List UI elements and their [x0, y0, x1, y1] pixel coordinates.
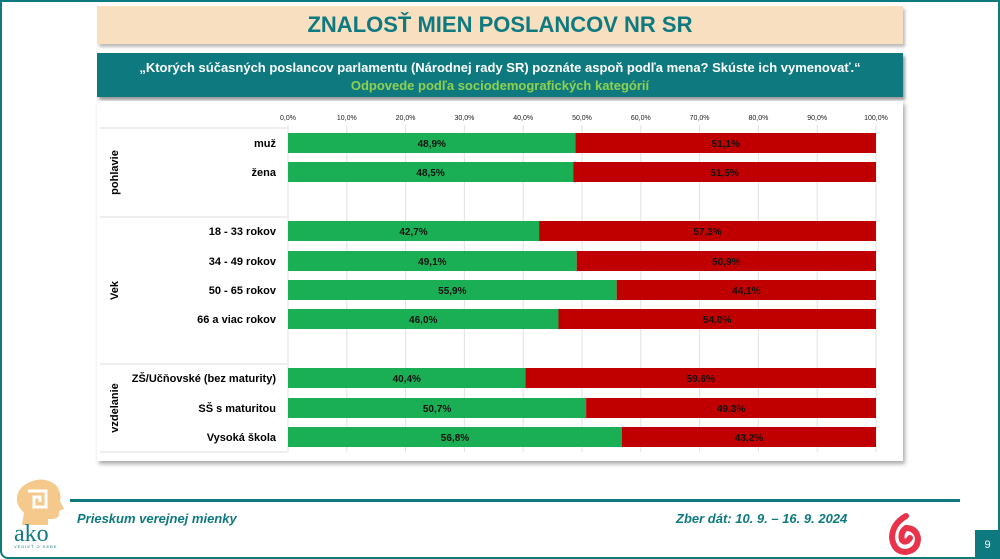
chart-panel: 0,0% 10,0% 20,0% 30,0% 40,0% 50,0% 60,0% 70,0% 8…	[97, 101, 903, 461]
data-label: 50,9%	[712, 257, 740, 268]
tick-label: 60,0%	[631, 115, 651, 122]
data-label: 50,7%	[423, 404, 451, 415]
question-banner: „Ktorých súčasných poslancov parlamentu …	[97, 53, 903, 97]
ako-logo: ako	[14, 479, 64, 545]
footer-survey: Prieskum verejnej mienky	[77, 511, 237, 526]
bar-segment	[288, 309, 559, 329]
data-label: 51,1%	[712, 139, 740, 150]
tick-label: 70,0%	[690, 115, 710, 122]
data-label: 54,0%	[703, 315, 731, 326]
data-label: 49,3%	[717, 404, 745, 415]
data-label: 48,9%	[418, 139, 446, 150]
bar-segment	[575, 133, 876, 153]
tick-label: 50,0%	[572, 115, 592, 122]
bar-segment	[288, 133, 576, 153]
bar-segment	[288, 251, 577, 271]
bar-segment	[558, 309, 876, 329]
data-label: 49,1%	[418, 257, 446, 268]
subtitle: Odpovede podľa sociodemografických kateg…	[350, 78, 650, 93]
bar-segment	[288, 221, 540, 241]
bar-segment	[288, 427, 622, 447]
tick-label: 10,0%	[337, 115, 357, 122]
bar-segment	[288, 162, 574, 182]
footer-dates: Zber dát: 10. 9. – 16. 9. 2024	[676, 511, 848, 526]
tick-label: 80,0%	[748, 115, 768, 122]
bar-segment	[616, 280, 876, 300]
logo-tagline: VEDIEŤ O SEBE	[14, 544, 58, 549]
bar-segment	[621, 427, 876, 447]
data-label: 48,5%	[416, 168, 444, 179]
svg-text:ako: ako	[14, 521, 49, 545]
category-label: 66 a viac rokov	[197, 314, 277, 326]
tick-label: 0,0%	[280, 115, 296, 122]
group-label: vzdelanie	[109, 383, 121, 433]
bar-segment	[288, 368, 526, 388]
category-label: 18 - 33 rokov	[209, 226, 277, 238]
page-number: 9	[975, 530, 1000, 559]
tick-label: 20,0%	[396, 115, 416, 122]
group-label: pohlavie	[109, 150, 121, 195]
bar-segment	[586, 398, 876, 418]
category-label: 50 - 65 rokov	[209, 285, 277, 297]
data-label: 59,6%	[687, 374, 715, 385]
stacked-bar-chart: 0,0% 10,0% 20,0% 30,0% 40,0% 50,0% 60,0% 70,0% 8…	[100, 115, 888, 453]
page-title: ZNALOSŤ MIEN POSLANCOV NR SR	[97, 6, 903, 44]
bar-segment	[525, 368, 876, 388]
data-label: 51,5%	[710, 168, 738, 179]
category-label: muž	[254, 138, 277, 150]
tick-label: 40,0%	[513, 115, 533, 122]
bar-segment	[539, 221, 876, 241]
bar-segment	[288, 280, 617, 300]
category-label: Vysoká škola	[207, 432, 277, 444]
bar-segment	[573, 162, 876, 182]
spiral-logo-icon	[888, 513, 922, 556]
data-label: 57,3%	[693, 227, 721, 238]
footer-divider	[70, 499, 960, 502]
category-label: žena	[252, 167, 277, 179]
tick-label: 30,0%	[454, 115, 474, 122]
tick-label: 90,0%	[807, 115, 827, 122]
data-label: 55,9%	[438, 286, 466, 297]
group-label: Vek	[109, 280, 121, 300]
category-label: ZŠ/Učňovské (bez maturity)	[132, 372, 277, 385]
data-label: 56,8%	[441, 433, 469, 444]
data-label: 46,0%	[409, 315, 437, 326]
category-label: SŠ s maturitou	[198, 402, 276, 415]
data-label: 40,4%	[393, 374, 421, 385]
question-text: „Ktorých súčasných poslancov parlamentu …	[139, 60, 861, 75]
data-label: 42,7%	[399, 227, 427, 238]
data-label: 43,2%	[735, 433, 763, 444]
category-label: 34 - 49 rokov	[209, 256, 277, 268]
tick-label: 100,0%	[864, 115, 888, 122]
data-label: 44,1%	[732, 286, 760, 297]
bar-segment	[576, 251, 876, 271]
bar-segment	[288, 398, 587, 418]
